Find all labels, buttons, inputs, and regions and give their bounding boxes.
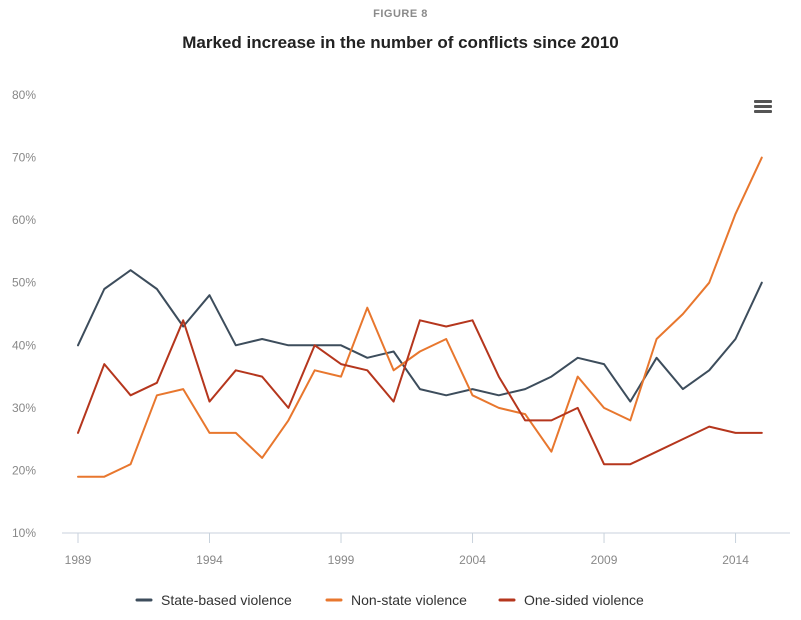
menu-bar (754, 100, 772, 103)
x-tick-label: 2014 (722, 553, 749, 567)
y-tick-label: 70% (12, 151, 36, 165)
y-tick-label: 50% (12, 276, 36, 290)
menu-bar (754, 105, 772, 108)
x-tick-label: 1989 (65, 553, 92, 567)
y-tick-label: 10% (12, 526, 36, 540)
series-layer (77, 156, 763, 478)
legend-label: One-sided violence (524, 592, 644, 608)
series-line-0[interactable] (77, 269, 763, 403)
chart-title: Marked increase in the number of conflic… (182, 33, 619, 52)
menu-bar (754, 110, 772, 113)
series-line-2[interactable] (77, 319, 763, 466)
legend-item[interactable]: One-sided violence (498, 592, 644, 608)
series-line-1[interactable] (77, 156, 763, 478)
y-tick-label: 30% (12, 401, 36, 415)
legend-label: Non-state violence (351, 592, 467, 608)
x-tick-label: 2004 (459, 553, 486, 567)
x-axis: 1989 1994 1999 2004 2009 2014 (62, 532, 790, 567)
x-tick-label: 2009 (591, 553, 618, 567)
legend-item[interactable]: State-based violence (135, 592, 292, 608)
y-tick-label: 20% (12, 463, 36, 477)
y-tick-label: 40% (12, 338, 36, 352)
figure-label: FIGURE 8 (373, 8, 428, 20)
legend-item[interactable]: Non-state violence (325, 592, 467, 608)
legend-label: State-based violence (161, 592, 292, 608)
legend: State-based violence Non-state violence On… (135, 592, 644, 608)
x-tick-label: 1994 (196, 553, 223, 567)
y-axis: 10% 20% 30% 40% 50% 60% 70% 80% (12, 88, 36, 540)
y-tick-label: 80% (12, 88, 36, 102)
y-tick-label: 60% (12, 213, 36, 227)
x-tick-label: 1999 (328, 553, 355, 567)
hamburger-menu-icon[interactable] (754, 100, 774, 116)
